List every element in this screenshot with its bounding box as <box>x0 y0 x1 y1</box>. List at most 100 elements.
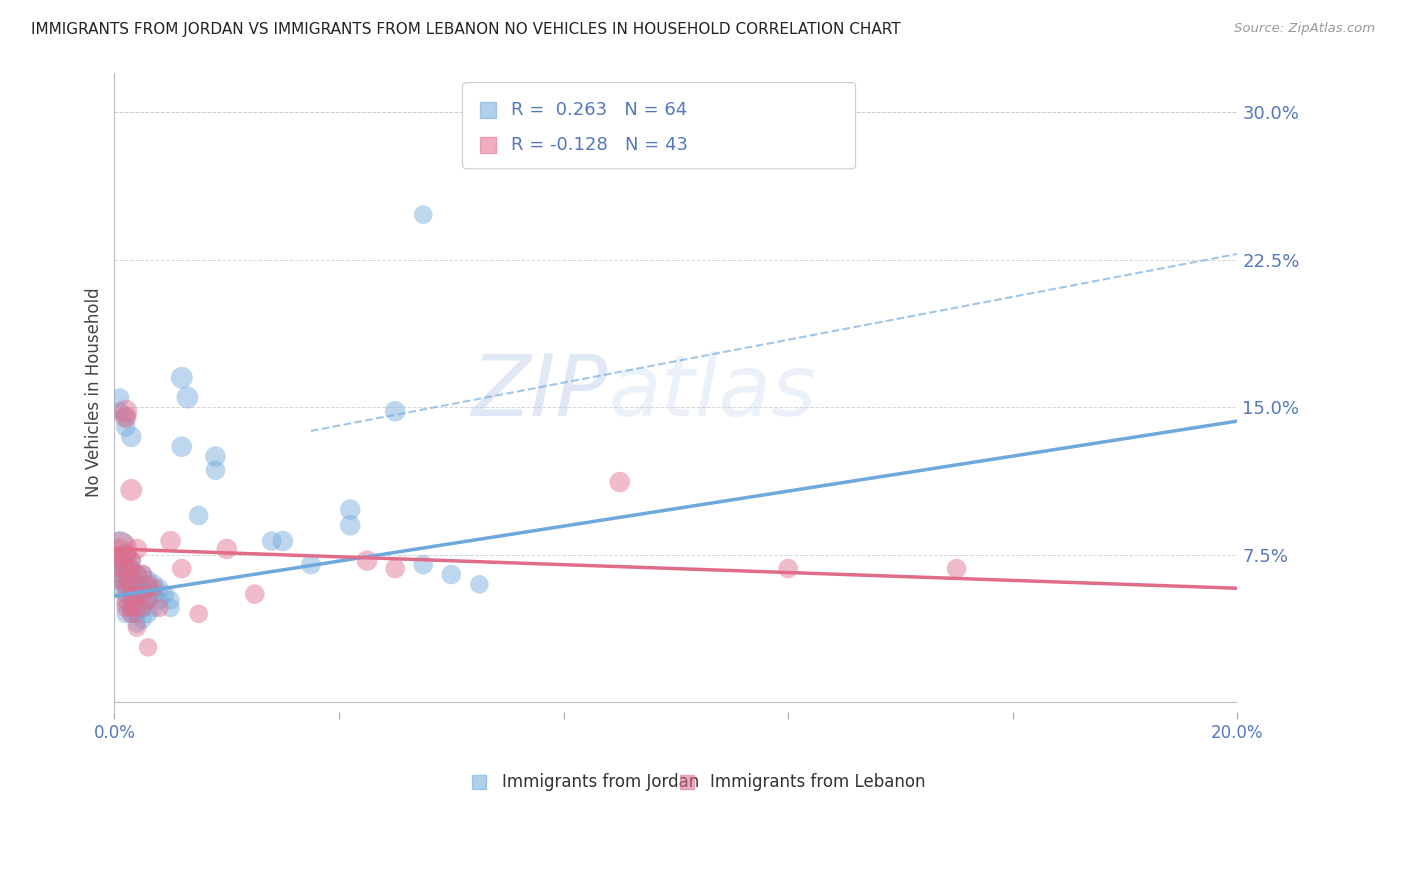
Point <box>125 597 148 611</box>
Point <box>440 567 463 582</box>
Point <box>125 541 148 556</box>
Point <box>136 593 159 607</box>
Point <box>356 554 378 568</box>
Point <box>120 561 142 575</box>
Point <box>114 410 136 425</box>
Point <box>142 601 165 615</box>
Point <box>131 601 153 615</box>
Point <box>204 463 226 477</box>
Point <box>125 567 148 582</box>
Point <box>260 534 283 549</box>
Point <box>114 574 136 588</box>
Point <box>114 561 136 575</box>
Text: atlas: atlas <box>609 351 817 434</box>
Point <box>142 577 165 591</box>
Point <box>412 208 434 222</box>
Text: Immigrants from Jordan: Immigrants from Jordan <box>502 773 699 791</box>
Point <box>153 587 176 601</box>
Point <box>108 581 131 595</box>
Point <box>114 593 136 607</box>
Point <box>120 430 142 444</box>
Point <box>412 558 434 572</box>
Point <box>108 541 131 556</box>
Point <box>215 541 238 556</box>
Point <box>271 534 294 549</box>
Point <box>125 601 148 615</box>
Point <box>136 593 159 607</box>
Point <box>170 561 193 575</box>
Point <box>136 607 159 621</box>
Point <box>114 420 136 434</box>
Point <box>131 587 153 601</box>
Point <box>170 440 193 454</box>
Point <box>114 577 136 591</box>
Point <box>131 601 153 615</box>
Point <box>120 601 142 615</box>
Text: IMMIGRANTS FROM JORDAN VS IMMIGRANTS FROM LEBANON NO VEHICLES IN HOUSEHOLD CORRE: IMMIGRANTS FROM JORDAN VS IMMIGRANTS FRO… <box>31 22 901 37</box>
Point <box>108 574 131 588</box>
Point <box>339 502 361 516</box>
Point <box>108 404 131 418</box>
Point <box>148 593 170 607</box>
Point <box>136 581 159 595</box>
Point <box>176 391 198 405</box>
Point <box>125 621 148 635</box>
Point <box>108 567 131 582</box>
Point <box>384 404 406 418</box>
Point <box>120 593 142 607</box>
Point <box>170 371 193 385</box>
Point <box>120 554 142 568</box>
Text: R =  0.263   N = 64: R = 0.263 N = 64 <box>510 101 688 119</box>
Point <box>108 538 131 552</box>
Point <box>131 613 153 627</box>
Point <box>114 567 136 582</box>
Point <box>108 574 131 588</box>
Point <box>339 518 361 533</box>
Y-axis label: No Vehicles in Household: No Vehicles in Household <box>86 288 103 498</box>
Point <box>114 607 136 621</box>
Point <box>131 587 153 601</box>
Point <box>120 574 142 588</box>
Point <box>120 561 142 575</box>
Point <box>108 561 131 575</box>
Point <box>142 587 165 601</box>
Point <box>204 450 226 464</box>
Text: R = -0.128   N = 43: R = -0.128 N = 43 <box>510 136 688 154</box>
Point <box>159 601 181 615</box>
Point <box>945 561 967 575</box>
Point <box>120 587 142 601</box>
Point <box>125 567 148 582</box>
Point <box>159 534 181 549</box>
Point <box>187 607 209 621</box>
Point <box>136 640 159 655</box>
Point <box>114 548 136 562</box>
Point <box>108 554 131 568</box>
Point <box>108 561 131 575</box>
Point <box>108 541 131 556</box>
Point <box>114 558 136 572</box>
Point <box>120 554 142 568</box>
Point <box>131 567 153 582</box>
Point <box>243 587 266 601</box>
Text: ZIP: ZIP <box>472 351 609 434</box>
Point <box>187 508 209 523</box>
Text: Source: ZipAtlas.com: Source: ZipAtlas.com <box>1234 22 1375 36</box>
Point <box>114 410 136 425</box>
Point <box>125 577 148 591</box>
Point <box>114 601 136 615</box>
Point <box>114 581 136 595</box>
Point <box>120 581 142 595</box>
Point <box>120 574 142 588</box>
Point <box>125 587 148 601</box>
Point <box>120 483 142 497</box>
Point <box>131 577 153 591</box>
Point <box>120 607 142 621</box>
Text: Immigrants from Lebanon: Immigrants from Lebanon <box>710 773 925 791</box>
Point <box>159 593 181 607</box>
Point <box>114 548 136 562</box>
Point <box>131 567 153 582</box>
Point <box>384 561 406 575</box>
Point <box>609 475 631 489</box>
Point <box>114 587 136 601</box>
Point <box>125 616 148 631</box>
